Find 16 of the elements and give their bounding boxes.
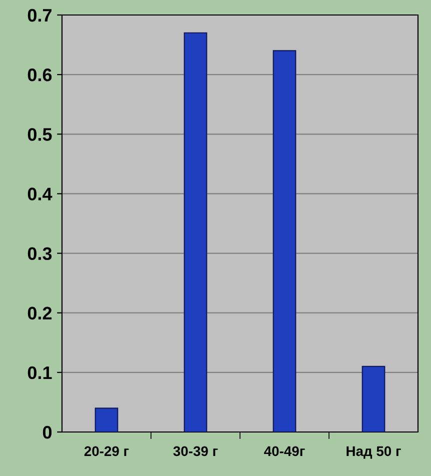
y-tick-label: 0.6 [28, 68, 52, 82]
y-tick-label: 0 [42, 426, 52, 439]
y-tick-label: 0.3 [28, 247, 52, 260]
y-tick-label: 0.5 [28, 128, 52, 141]
x-tick-label: Над 50 г [346, 446, 401, 459]
y-tick-label: 0.7 [28, 8, 52, 22]
y-tick-label: 0.4 [28, 188, 52, 200]
x-tick-label: 20-29 г [84, 446, 129, 456]
y-tick-label: 0.2 [28, 306, 52, 320]
x-tick-label: 40-49г [264, 446, 305, 456]
bar [184, 32, 208, 432]
bar [362, 366, 386, 432]
y-tick-label: 0.1 [28, 366, 52, 380]
bar [272, 50, 296, 432]
bar [94, 408, 118, 432]
x-tick-label: 30-39 г [173, 446, 218, 456]
